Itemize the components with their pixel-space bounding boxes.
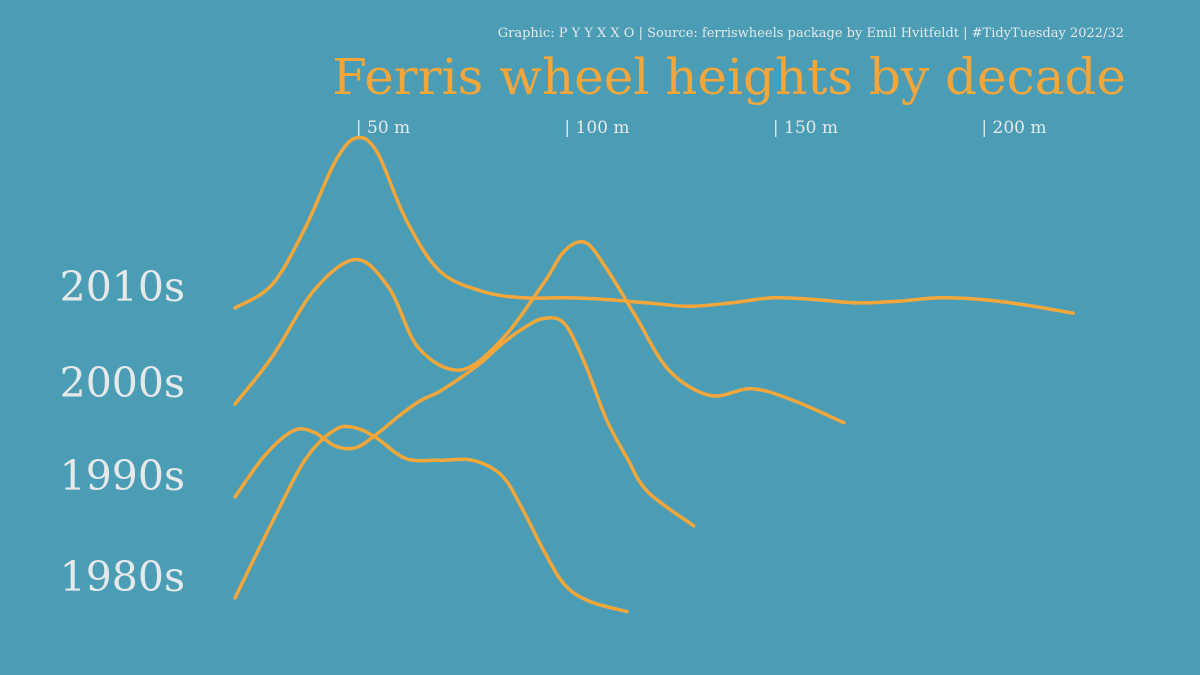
decade-labels: 2010s 2000s 1990s 1980s: [60, 263, 185, 601]
decade-label: 1990s: [60, 452, 185, 500]
x-tick-label: | 50 m: [356, 118, 410, 138]
ridge-1980s: [233, 424, 629, 614]
x-tick-label: | 200 m: [981, 118, 1046, 138]
ridge-2000s: [233, 239, 846, 425]
source-caption: Graphic: P Y Y X X O | Source: ferriswhe…: [498, 26, 1124, 41]
x-axis-ticks: | 50 m | 100 m | 150 m | 200 m: [356, 118, 1047, 138]
ridges: [233, 135, 1075, 614]
ridge-2010s: [233, 135, 1075, 315]
x-tick-label: | 100 m: [564, 118, 629, 138]
decade-label: 1980s: [60, 553, 185, 601]
ridge-1990s: [233, 315, 696, 528]
chart-title: Ferris wheel heights by decade: [332, 48, 1126, 106]
decade-label: 2010s: [60, 263, 185, 311]
decade-label: 2000s: [60, 359, 185, 407]
x-tick-label: | 150 m: [773, 118, 838, 138]
